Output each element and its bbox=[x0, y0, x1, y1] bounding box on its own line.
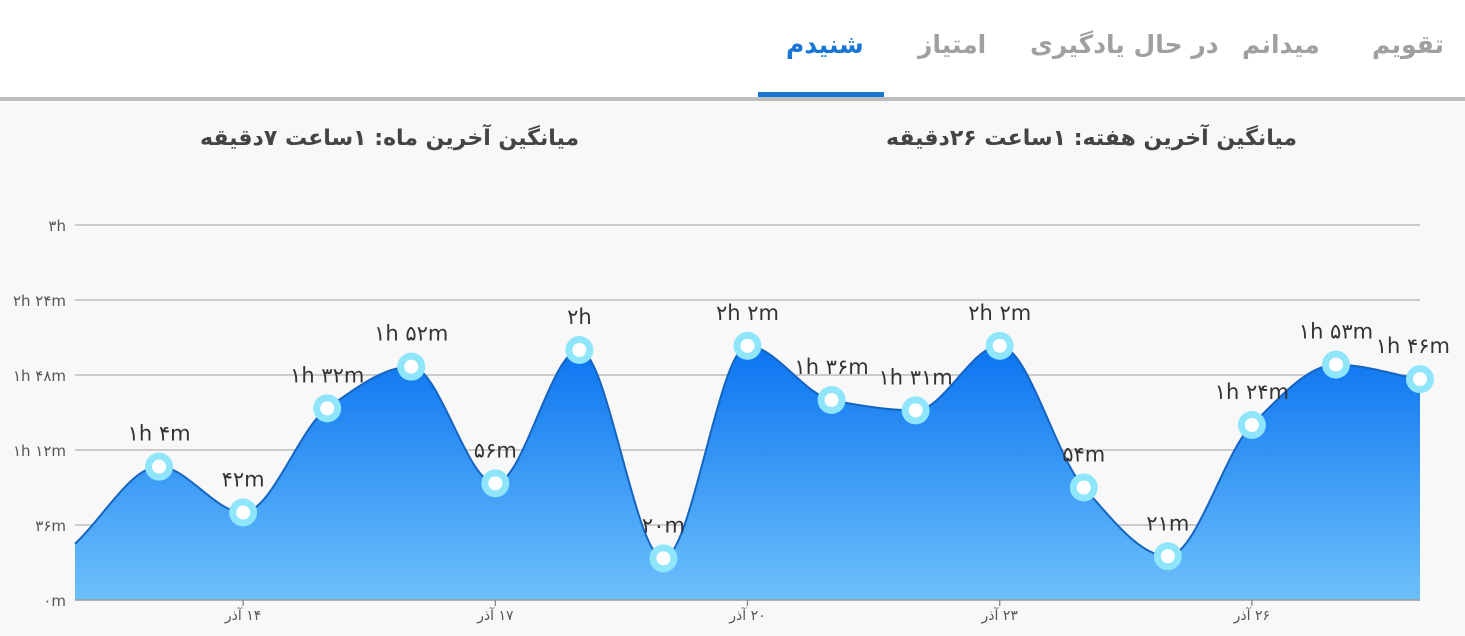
data-label: ۲۱m bbox=[1146, 511, 1189, 535]
data-point-center bbox=[656, 551, 671, 566]
data-point-center bbox=[320, 401, 335, 416]
data-label: ۱h ۳۲m bbox=[290, 363, 364, 387]
data-label: ۵۴m bbox=[1062, 443, 1105, 467]
y-tick-label: ۱h ۴۸m bbox=[13, 367, 66, 385]
tab-listened[interactable]: شنیدم bbox=[786, 30, 864, 59]
data-point-center bbox=[1413, 372, 1427, 387]
y-tick-label: ۰m bbox=[43, 592, 66, 610]
tab-score[interactable]: امتیاز bbox=[918, 30, 987, 59]
data-point-center bbox=[236, 505, 251, 520]
tab-learning[interactable]: در حال یادگیری bbox=[1030, 30, 1219, 59]
data-label: ۱h ۳۶m bbox=[794, 355, 868, 379]
y-tick-label: ۳۶m bbox=[35, 517, 66, 535]
data-label: ۵۶m bbox=[474, 438, 517, 462]
x-tick-label: ۲۶ آذر bbox=[1233, 607, 1270, 624]
active-tab-indicator bbox=[758, 92, 884, 97]
data-label: ۱h ۳۱m bbox=[878, 365, 952, 389]
data-point-center bbox=[992, 338, 1007, 353]
data-point-center bbox=[1244, 418, 1259, 432]
data-point-center bbox=[824, 393, 839, 407]
data-point-center bbox=[572, 343, 587, 357]
data-point-center bbox=[908, 403, 923, 418]
x-tick-label: ۱۷ آذر bbox=[476, 607, 514, 624]
data-label: ۱h ۲۴m bbox=[1215, 380, 1289, 404]
tab-bar: تقویم میدانم در حال یادگیری امتیاز شنیدم bbox=[0, 0, 1465, 97]
x-tick-label: ۲۰ آذر bbox=[728, 607, 765, 624]
data-point-center bbox=[740, 338, 755, 353]
data-point-center bbox=[1076, 480, 1091, 495]
data-label: ۲h ۲m bbox=[716, 301, 779, 325]
weekly-average-label: میانگین آخرین هفته: ۱ساعت ۲۶دقیقه bbox=[886, 126, 1298, 151]
tab-calendar[interactable]: تقویم bbox=[1372, 30, 1445, 59]
data-label: ۱h ۵۲m bbox=[374, 322, 448, 346]
data-label: ۲h ۲m bbox=[968, 301, 1031, 325]
data-point-center bbox=[488, 476, 503, 491]
x-tick-label: ۱۴ آذر bbox=[224, 607, 261, 624]
data-point-center bbox=[1160, 549, 1175, 564]
data-point-center bbox=[404, 359, 419, 374]
data-point-center bbox=[152, 459, 167, 474]
data-point-center bbox=[1328, 357, 1343, 372]
tab-bar-divider bbox=[0, 97, 1465, 101]
tab-known[interactable]: میدانم bbox=[1242, 30, 1320, 59]
data-label: ۱h ۴m bbox=[128, 422, 191, 446]
data-label: ۱h ۵۳m bbox=[1299, 320, 1373, 344]
y-tick-label: ۲h ۲۴m bbox=[13, 292, 66, 310]
data-label: ۲۰m bbox=[642, 513, 685, 537]
data-label: ۴۲m bbox=[222, 468, 265, 492]
y-tick-label: ۱h ۱۲m bbox=[13, 442, 66, 460]
data-label: ۱h ۴۶m bbox=[1376, 334, 1450, 358]
y-tick-label: ۳h bbox=[48, 217, 66, 235]
x-tick-label: ۲۳ آذر bbox=[980, 607, 1018, 624]
monthly-average-label: میانگین آخرین ماه: ۱ساعت ۷دقیقه bbox=[200, 126, 580, 151]
series-area bbox=[75, 345, 1420, 600]
data-label: ۲h bbox=[567, 305, 592, 329]
